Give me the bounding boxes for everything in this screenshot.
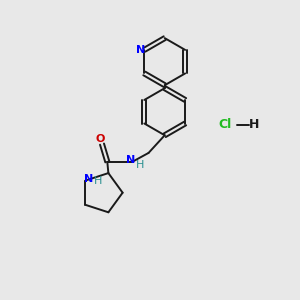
Text: N: N: [136, 45, 145, 55]
Text: N: N: [84, 174, 94, 184]
Text: N: N: [126, 155, 136, 165]
Text: H: H: [249, 118, 260, 131]
Text: Cl: Cl: [218, 118, 232, 131]
Text: H: H: [94, 176, 102, 186]
Text: O: O: [96, 134, 105, 144]
Text: H: H: [136, 160, 144, 170]
